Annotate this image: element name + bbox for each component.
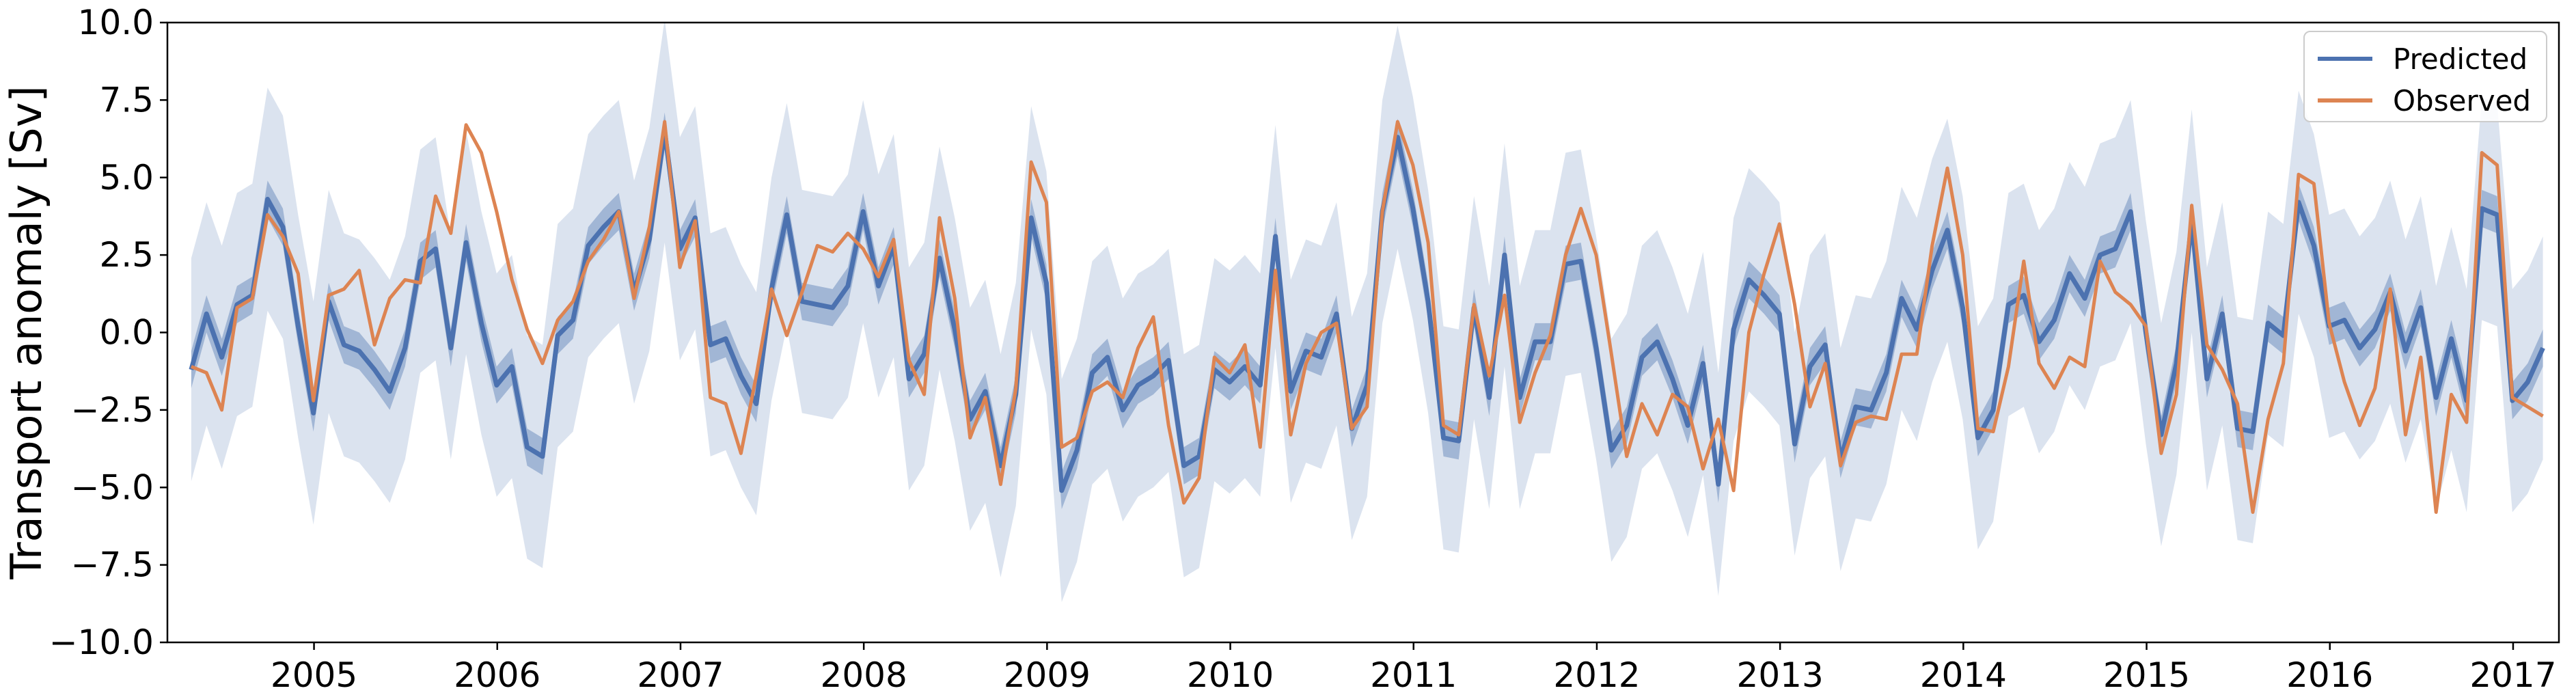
series-group [189,23,2545,602]
x-tick-label: 2010 [1187,655,1274,695]
x-tick-label: 2006 [454,655,540,695]
x-tick-label: 2016 [2286,655,2373,695]
y-tick-label: 2.5 [99,235,154,275]
y-tick-label: 5.0 [99,158,154,197]
y-tick-label: 0.0 [99,313,154,353]
x-tick-label: 2008 [821,655,907,695]
y-tick-label: −5.0 [71,467,154,507]
x-tick-label: 2011 [1370,655,1457,695]
y-axis-label: Transport anomaly [Sv] [1,85,51,580]
legend-label-observed: Observed [2393,84,2531,118]
x-tick-label: 2015 [2103,655,2190,695]
legend-label-predicted: Predicted [2393,42,2527,76]
x-axis: 2005 2006 2007 2008 2009 2010 2011 2012 2013 2014… [271,642,2557,695]
y-axis: −10.0 −7.5 −5.0 −2.5 0.0 2.5 5.0 7.5 10.0 [49,3,167,662]
plot-area [189,23,2545,602]
y-tick-label: −10.0 [49,623,154,662]
legend: Predicted Observed [2303,31,2547,122]
y-tick-label: 10.0 [78,3,154,42]
x-tick-label: 2005 [271,655,357,695]
observed-series-line [190,120,2544,514]
x-tick-label: 2017 [2469,655,2556,695]
y-tick-label: −2.5 [71,390,154,430]
x-tick-label: 2014 [1920,655,2007,695]
x-tick-label: 2013 [1737,655,1824,695]
y-tick-label: −7.5 [71,545,154,585]
x-tick-label: 2012 [1553,655,1640,695]
x-tick-label: 2007 [637,655,724,695]
y-tick-label: 7.5 [99,80,154,120]
predicted-outer-uncertainty-band [191,23,2543,602]
x-tick-label: 2009 [1004,655,1091,695]
